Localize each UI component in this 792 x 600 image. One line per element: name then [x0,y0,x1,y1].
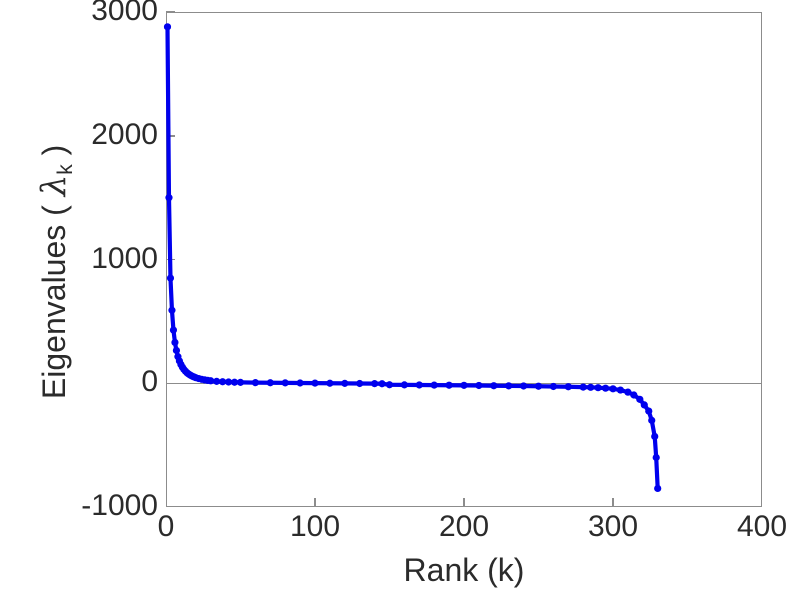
data-point-marker [579,383,587,391]
data-point-marker [296,379,304,387]
data-point-marker [400,381,408,389]
data-point-marker [385,381,394,389]
data-point-marker [341,379,349,387]
data-point-marker [236,378,245,386]
data-point-marker [505,382,513,390]
y-tick-label-text: 0 [141,365,158,399]
data-point-marker [652,453,660,462]
data-point-marker [168,306,176,314]
data-point-marker [251,379,259,387]
data-point-marker [475,381,483,390]
data-point-marker [224,378,233,386]
data-point-marker [520,382,528,390]
y-tick-label-text: 2000 [91,117,158,151]
data-point-marker [378,380,386,388]
data-point-marker [609,385,617,393]
data-point-marker [281,379,289,387]
data-point-marker [266,379,274,387]
data-point-marker [648,416,656,424]
data-point-marker [651,432,659,441]
y-axis-title: Eigenvalues ( λk ) [34,0,78,552]
x-tick-label: 200 [438,510,490,543]
y-tick-mark [166,11,175,13]
x-axis-title: Rank (k) [403,552,525,588]
data-point-marker [415,381,423,389]
data-point-marker [165,194,173,202]
data-point-marker [616,386,625,394]
data-point-marker [207,377,215,385]
eigenvalue-curve [165,24,660,491]
data-point-marker [356,379,364,388]
data-point-marker [171,338,179,347]
x-tick-mark [463,498,465,507]
data-point-marker [549,382,558,391]
y-tick-label-text: 1000 [91,241,158,275]
data-point-marker [624,388,632,396]
x-tick-mark [314,498,316,507]
x-tick-label: 300 [587,510,639,543]
data-point-marker [166,274,175,282]
data-point-marker [230,378,239,386]
data-point-marker [311,379,319,387]
data-point-marker [636,395,644,403]
data-point-marker [172,346,181,355]
data-point-marker [169,326,178,334]
data-point-marker [460,381,468,389]
data-point-marker [430,381,438,389]
data-point-marker [219,378,227,386]
data-point-marker [490,382,498,390]
y-axis-title-close: ) [36,144,73,165]
data-point-marker [213,377,221,385]
x-tick-mark [612,498,614,507]
data-point-marker [163,23,172,31]
lambda-symbol: λ [34,174,75,197]
x-tick-label: 400 [736,510,788,543]
data-point-marker [445,381,453,389]
data-point-marker [564,383,572,391]
y-tick-label-text: 3000 [91,0,158,27]
y-axis-title-base: Eigenvalues ( [36,196,73,400]
data-point-marker [326,379,334,387]
data-point-marker [594,384,602,392]
data-point-marker [534,382,543,390]
lambda-subscript: k [53,164,77,175]
data-point-marker [654,484,662,493]
data-point-marker [630,391,638,399]
data-point-marker [601,384,610,392]
x-tick-label: 0 [157,510,175,543]
x-tick-label: 100 [289,510,341,543]
eigenvalue-markers [163,23,662,493]
data-point-marker [587,383,595,391]
data-point-marker [640,401,648,409]
y-tick-label-text: -1000 [81,489,158,522]
data-point-marker [371,380,379,388]
data-point-marker [645,407,653,415]
